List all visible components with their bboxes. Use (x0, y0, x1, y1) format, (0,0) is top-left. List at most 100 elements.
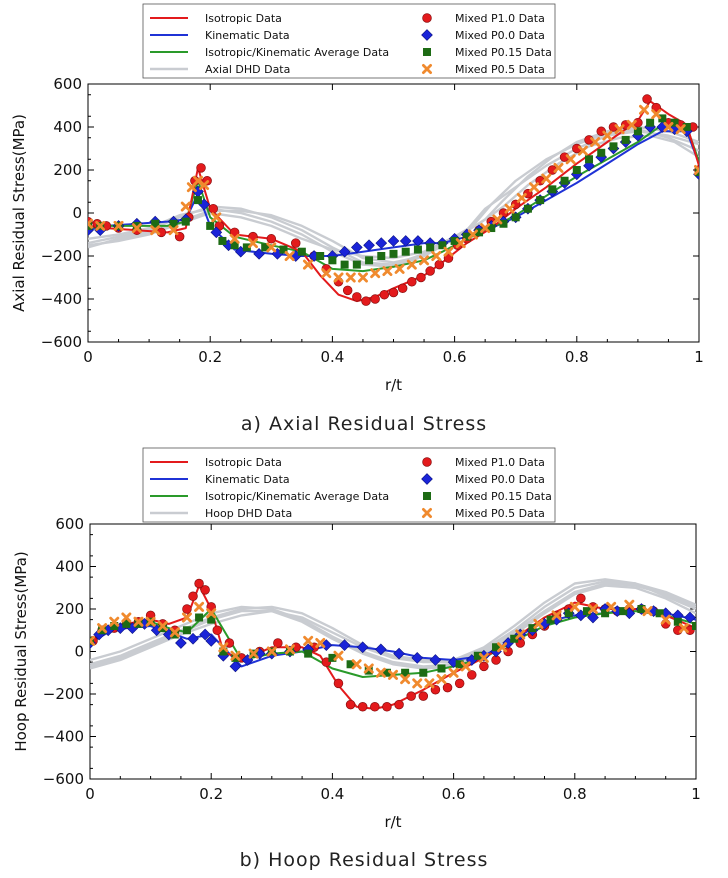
marker-p05-p2-5 (145, 616, 156, 627)
marker-p10-p1-21 (352, 292, 362, 302)
marker-p015-p1-29 (487, 224, 496, 233)
marker-p05-p1-41 (626, 119, 637, 130)
marker-p05-p1-10 (211, 212, 222, 223)
marker-p015-p1-10 (230, 241, 239, 250)
legend-symbol-p00-p2 (421, 473, 433, 485)
marker-p015-p2-34 (637, 605, 646, 613)
marker-p015-p1-38 (597, 148, 606, 157)
marker-p05-p2-36 (606, 601, 617, 612)
marker-p10-p2-25 (382, 701, 392, 712)
marker-p05-p2-22 (388, 669, 398, 680)
marker-p015-p1-45 (682, 123, 691, 131)
legend-label-p05: Mixed P0.5 Data (455, 507, 545, 520)
legend-label-p05: Mixed P0.5 Data (455, 63, 545, 76)
marker-p05-p1-39 (602, 130, 613, 141)
marker-p10-p2-17 (273, 638, 283, 648)
marker-p015-p2-28 (528, 624, 537, 633)
marker-p015-p1-28 (475, 228, 484, 237)
y-tick-label: −200 (41, 247, 82, 265)
legend-label-dhd: Hoop DHD Data (205, 507, 292, 520)
marker-p00-p2-10 (199, 628, 211, 641)
marker-p10-p1-14 (248, 231, 258, 242)
marker-p015-p2-31 (582, 607, 591, 616)
marker-p10-p1-31 (443, 253, 454, 263)
marker-p00-p2-23 (393, 647, 405, 660)
marker-p05-p1-34 (541, 173, 552, 184)
marker-p05-p1-3 (131, 223, 142, 234)
marker-p015-p2-30 (564, 609, 573, 618)
marker-p00-p2-22 (375, 643, 387, 656)
marker-p10-p1-16 (290, 238, 301, 248)
marker-p10-p1-15 (266, 234, 277, 244)
marker-p10-p2-30 (442, 682, 453, 693)
marker-p015-p2-35 (655, 609, 664, 618)
marker-p05-p2-10 (206, 608, 217, 619)
marker-p05-p1-25 (431, 251, 442, 261)
marker-p015-p2-17 (328, 653, 337, 662)
marker-p015-p1-41 (633, 127, 642, 136)
marker-p10-p1-25 (388, 287, 399, 298)
x-tick-label: 0.8 (563, 785, 587, 803)
marker-p05-p2-25 (424, 678, 435, 689)
marker-p015-p1-3 (132, 221, 141, 230)
marker-p05-p2-8 (181, 612, 192, 623)
marker-p015-p1-40 (621, 135, 630, 144)
marker-p015-p2-22 (419, 668, 428, 677)
marker-p015-p1-39 (609, 142, 618, 151)
marker-p05-p2-0 (90, 635, 95, 646)
marker-p00-p2-11 (205, 635, 218, 647)
marker-p10-p1-28 (416, 272, 426, 283)
marker-p015-p1-20 (377, 252, 386, 260)
marker-p015-p2-6 (158, 624, 167, 633)
y-axis-title: Hoop Residual Stress(MPa) (12, 551, 30, 751)
marker-p10-p2-32 (467, 670, 477, 680)
marker-p05-p2-4 (133, 616, 144, 627)
marker-p015-p2-0 (90, 636, 94, 645)
marker-p05-p2-28 (460, 661, 471, 672)
marker-p015-p1-26 (450, 236, 459, 245)
marker-p05-p2-17 (315, 638, 326, 648)
marker-p05-p2-11 (218, 642, 229, 653)
marker-p05-p1-24 (419, 255, 430, 266)
marker-p015-p2-7 (170, 630, 179, 639)
marker-p05-p1-2 (113, 220, 124, 231)
marker-p00-p1-18 (351, 241, 363, 254)
series-line-dhd-1 (90, 580, 696, 670)
marker-p10-p2-41 (576, 593, 586, 604)
y-tick-label: −200 (43, 685, 84, 703)
marker-p10-p2-21 (333, 678, 344, 689)
marker-p05-p1-0 (88, 218, 93, 229)
marker-p10-p2-27 (406, 691, 416, 701)
y-tick-label: 600 (55, 515, 84, 533)
marker-p015-p1-36 (572, 166, 581, 174)
marker-p10-p1-23 (370, 294, 380, 304)
marker-p05-p2-34 (569, 601, 580, 612)
legend-label-dhd: Axial DHD Data (205, 63, 290, 76)
marker-p05-p1-12 (247, 238, 258, 249)
y-tick-label: 400 (53, 118, 82, 136)
marker-p05-p1-31 (504, 203, 515, 214)
marker-p015-p1-24 (426, 243, 435, 252)
marker-p015-p1-4 (151, 219, 160, 228)
marker-p00-p2-8 (175, 637, 187, 649)
marker-p10-p1-24 (379, 289, 390, 300)
marker-p015-p1-7 (193, 196, 202, 205)
marker-p10-p1-26 (397, 283, 408, 294)
marker-p015-p1-23 (413, 245, 422, 254)
x-tick-label: 0.2 (198, 348, 222, 366)
marker-p00-p2-24 (411, 652, 424, 664)
marker-p015-p1-25 (438, 241, 447, 250)
legend: Isotropic Data Mixed P1.0 Data Kinematic D… (142, 447, 556, 523)
marker-p015-p1-31 (511, 213, 520, 222)
marker-p015-p2-8 (182, 626, 191, 635)
marker-p05-p2-37 (624, 599, 635, 610)
marker-p05-p1-9 (199, 180, 210, 191)
marker-p05-p1-35 (553, 162, 564, 173)
marker-p05-p2-7 (169, 627, 180, 638)
marker-p00-p1-19 (363, 239, 375, 252)
marker-p05-p1-37 (577, 145, 588, 156)
marker-p00-p1-12 (253, 248, 265, 260)
marker-p05-p1-6 (180, 201, 191, 212)
x-tick-label: 0.4 (320, 785, 344, 803)
